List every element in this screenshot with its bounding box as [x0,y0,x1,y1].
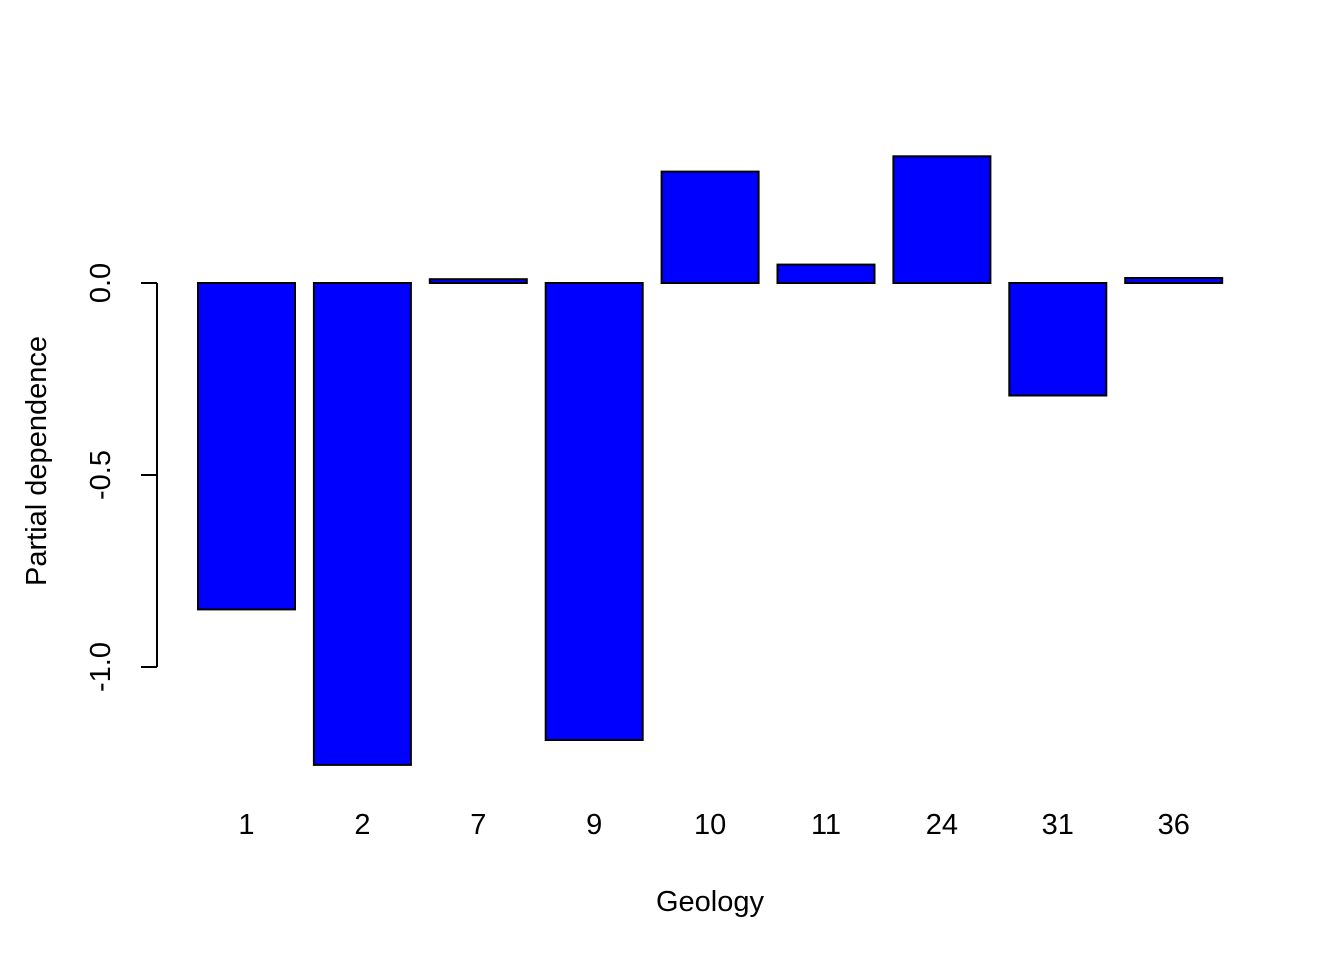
bar-24 [892,155,992,284]
x-tick-label: 24 [926,809,958,841]
bar-10 [660,170,760,285]
x-tick-label: 1 [238,809,254,841]
bar-36 [1124,277,1224,284]
bar-1 [197,282,296,611]
bar-31 [1008,282,1108,397]
y-tick-label: -1.0 [85,642,117,692]
y-tick-label: 0.0 [85,263,117,303]
x-tick-label: 11 [811,809,841,841]
x-tick-label: 31 [1042,809,1074,841]
y-axis-title: Partial dependence [21,336,53,586]
bar-9 [544,282,644,741]
bar-7 [428,278,528,285]
x-tick-label: 7 [470,809,486,841]
x-tick-labels: 1 2 7 9 10 11 24 31 36 [238,809,1189,841]
y-tick-label: -0.5 [85,450,117,500]
x-tick-label: 36 [1158,809,1190,841]
x-axis-title: Geology [656,886,765,918]
bar-2 [312,282,412,766]
y-axis: 0.0 -0.5 -1.0 [85,263,158,692]
x-tick-label: 9 [586,809,602,841]
bars-group [197,155,1224,766]
bar-11 [776,263,876,285]
x-tick-label: 10 [694,809,726,841]
x-tick-label: 2 [354,809,370,841]
